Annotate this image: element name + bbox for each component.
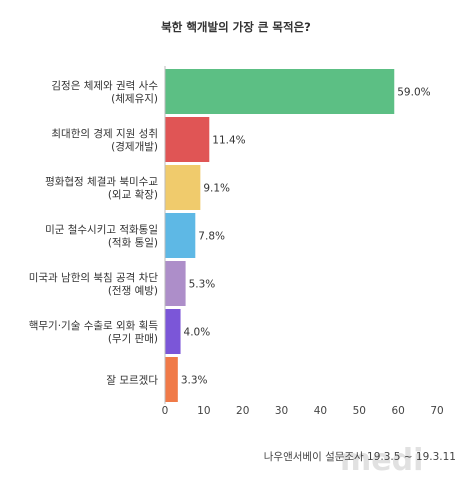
source-note: 나우앤서베이 설문조사 19.3.5 ~ 19.3.11 — [264, 451, 456, 463]
category-label-3: 미군 철수시키고 적화통일 — [45, 223, 158, 236]
bar-1 — [165, 117, 210, 162]
x-tick-label-3: 30 — [275, 405, 288, 417]
value-label-2: 9.1% — [203, 183, 230, 195]
x-tick-label-2: 20 — [236, 405, 249, 417]
x-tick-label-5: 50 — [353, 405, 366, 417]
bar-4 — [165, 261, 186, 306]
category-label-6: 잘 모르겠다 — [106, 375, 158, 387]
x-axis-ticks: 0 10 20 30 40 50 60 70 — [162, 405, 444, 417]
category-label-4: 미국과 남한의 북침 공격 차단 — [29, 271, 159, 284]
x-tick-label-7: 70 — [430, 405, 443, 417]
category-label-0: 김정은 체제와 권력 사수 — [51, 80, 158, 92]
x-tick-label-0: 0 — [162, 405, 169, 417]
bars-group: 59.0% 김정은 체제와 권력 사수(체제유지) 11.4% 최대한의 경제 지원 … — [29, 69, 431, 402]
category-label-2: 평화협정 체결과 북미수교 — [45, 175, 158, 188]
x-tick-label-4: 40 — [314, 405, 327, 417]
value-label-6: 3.3% — [181, 375, 208, 387]
value-label-4: 5.3% — [189, 279, 216, 291]
category-label-5-sub: (무기 판매) — [108, 333, 158, 345]
value-label-3: 7.8% — [198, 231, 225, 243]
bar-6 — [165, 357, 178, 402]
category-label-1: 최대한의 경제 지원 성취 — [51, 127, 158, 140]
value-label-1: 11.4% — [212, 135, 245, 147]
value-label-0: 59.0% — [397, 87, 430, 99]
bar-5 — [165, 309, 181, 354]
bar-0 — [165, 69, 395, 114]
bar-2 — [165, 165, 201, 210]
value-label-5: 4.0% — [184, 327, 211, 339]
x-tick-label-6: 60 — [391, 405, 404, 417]
watermark-logo: medi — [340, 443, 423, 478]
category-label-0-sub: (체제유지) — [111, 93, 158, 105]
chart-title: 북한 핵개발의 가장 큰 목적은? — [161, 20, 311, 34]
category-label-1-sub: (경제개발) — [111, 140, 158, 153]
category-label-3-sub: (적화 통일) — [108, 236, 158, 249]
category-label-2-sub: (외교 확장) — [108, 188, 158, 201]
category-label-5: 핵무기·기술 수출로 외화 획득 — [29, 320, 159, 332]
x-tick-label-1: 10 — [197, 405, 210, 417]
bar-3 — [165, 213, 196, 258]
category-label-4-sub: (전쟁 예방) — [108, 284, 158, 297]
